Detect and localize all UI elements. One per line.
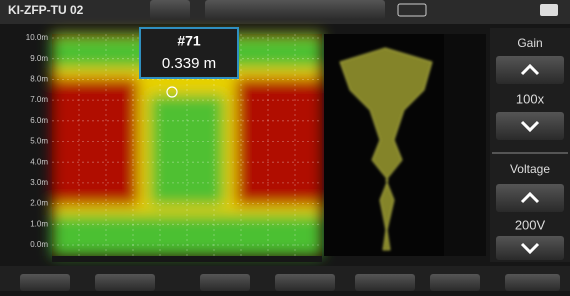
status-icon — [540, 4, 558, 16]
toolbar-button[interactable] — [20, 274, 70, 291]
gain-down-button[interactable] — [496, 112, 564, 140]
voltage-down-button[interactable] — [496, 236, 564, 260]
y-axis-label: 6.0m — [30, 116, 48, 125]
y-axis-label: 0.0m — [30, 240, 48, 249]
side-panel: Gain 100x Voltage 200V — [490, 28, 570, 262]
voltage-up-button[interactable] — [496, 184, 564, 212]
tool-button[interactable] — [150, 0, 190, 20]
toolbar-button[interactable] — [505, 274, 560, 291]
voltage-label: Voltage — [510, 162, 550, 176]
voltage-value: 200V — [515, 217, 546, 232]
y-axis-label: 3.0m — [30, 178, 48, 187]
toolbar-button[interactable] — [275, 274, 335, 291]
toolbar-button[interactable] — [355, 274, 415, 291]
profile-plot — [324, 34, 486, 256]
cursor-value: 0.339 m — [162, 55, 216, 72]
mode-dropdown[interactable] — [205, 0, 385, 20]
device-title: KI-ZFP-TU 02 — [8, 3, 84, 17]
x-axis — [52, 256, 322, 262]
y-axis-label: 9.0m — [30, 54, 48, 63]
y-axis-label: 7.0m — [30, 95, 48, 104]
gain-label: Gain — [517, 36, 542, 50]
y-axis-label: 10.0m — [26, 33, 49, 42]
gain-up-button[interactable] — [496, 56, 564, 84]
y-axis-label: 5.0m — [30, 137, 48, 146]
gain-value: 100x — [516, 91, 545, 106]
y-axis-label: 8.0m — [30, 75, 48, 84]
toolbar-button[interactable] — [95, 274, 155, 291]
y-axis-label: 1.0m — [30, 219, 48, 228]
toolbar-button[interactable] — [430, 274, 480, 291]
bottom-bar — [0, 266, 570, 291]
y-axis-label: 4.0m — [30, 157, 48, 166]
screen: KI-ZFP-TU 02 10.0m 9.0m 8.0m 7.0m 6.0m 5.0m 4.… — [0, 0, 570, 291]
y-axis-label: 2.0m — [30, 199, 48, 208]
cursor-label: #71 — [177, 33, 201, 49]
toolbar-button[interactable] — [200, 274, 250, 291]
